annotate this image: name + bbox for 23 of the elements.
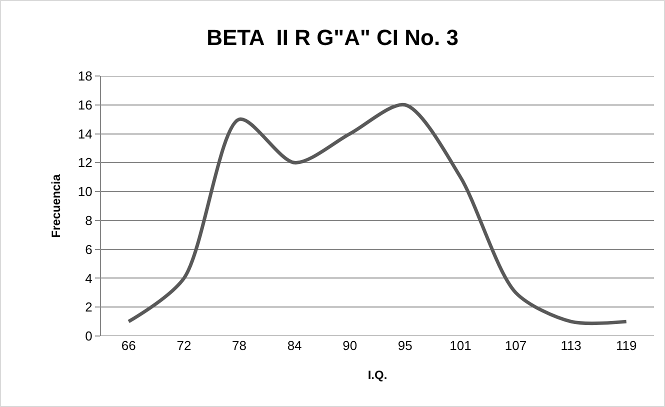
x-tick-label: 101 xyxy=(450,338,472,353)
y-tick-label: 4 xyxy=(85,270,92,286)
x-tick-label: 90 xyxy=(342,338,358,353)
x-tick-label: 119 xyxy=(616,338,637,353)
x-tick-label: 113 xyxy=(560,338,582,353)
y-tick-label: 18 xyxy=(78,68,92,84)
y-tick-label: 14 xyxy=(78,126,92,142)
y-tick-label: 2 xyxy=(85,300,92,315)
x-axis-title: I.Q. xyxy=(368,368,388,382)
y-tick-label: 8 xyxy=(85,212,92,228)
x-tick-label: 78 xyxy=(232,338,246,353)
x-tick-label: 107 xyxy=(504,338,527,353)
y-axis-title: Frecuencia xyxy=(49,174,64,238)
y-tick-label: 12 xyxy=(78,155,92,170)
y-tick-label: 16 xyxy=(78,97,92,112)
y-tick-label: 0 xyxy=(85,328,92,344)
x-tick-label: 66 xyxy=(121,338,136,353)
x-tick-label: 95 xyxy=(398,338,412,353)
x-tick-label: 72 xyxy=(176,338,192,353)
x-tick-label: 84 xyxy=(287,338,302,353)
chart-title: BETA II R G"A" CI No. 3 xyxy=(206,24,458,50)
y-tick-label: 10 xyxy=(78,184,92,200)
y-tick-label: 6 xyxy=(85,242,92,257)
